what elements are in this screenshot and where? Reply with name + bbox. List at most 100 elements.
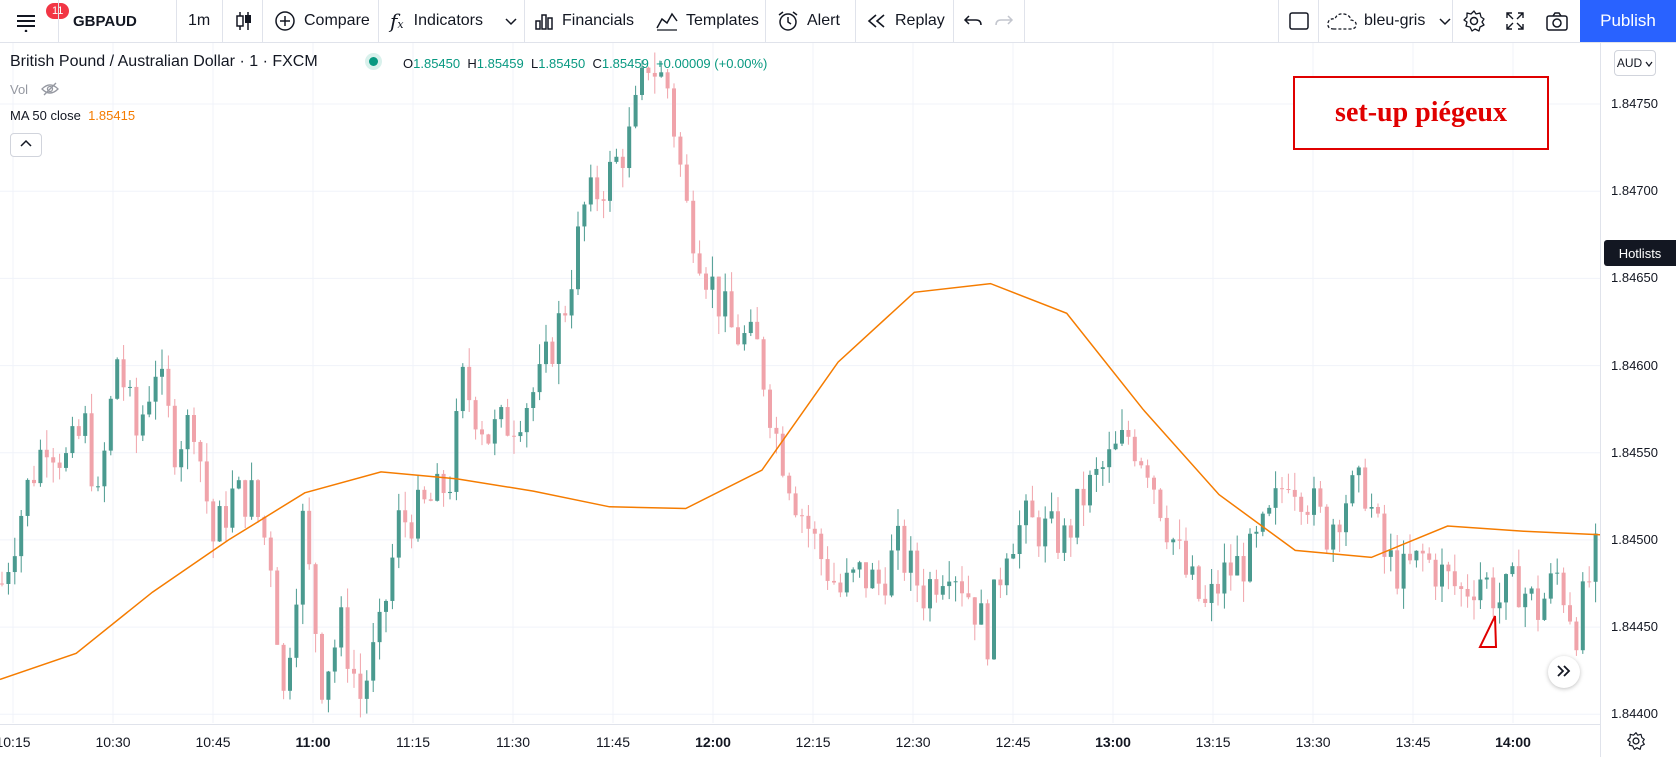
compare-button[interactable]: Compare	[274, 0, 370, 42]
candle-body	[204, 461, 209, 502]
candle-body	[1036, 517, 1041, 547]
candle-body	[934, 579, 939, 595]
settings-button[interactable]	[1462, 0, 1486, 42]
candle-body	[1081, 488, 1086, 506]
candle-body	[0, 583, 4, 585]
candle-body	[1075, 488, 1080, 538]
chart-type-button[interactable]	[234, 0, 254, 42]
publish-button[interactable]: Publish	[1580, 0, 1676, 42]
candle-body	[1561, 572, 1566, 606]
candle-body	[768, 389, 772, 428]
candle-body	[819, 533, 824, 560]
candle-body	[998, 579, 1003, 586]
symbol-legend-title[interactable]: British Pound / Australian Dollar · 1 · …	[10, 53, 318, 70]
templates-button[interactable]: Templates	[656, 0, 759, 42]
candle-body	[1094, 468, 1099, 475]
candle-body	[505, 407, 510, 436]
market-status-dot[interactable]	[369, 57, 378, 66]
candle-body	[544, 341, 548, 365]
candle-body	[512, 435, 516, 437]
candle-body	[953, 581, 958, 583]
candle-body	[377, 611, 382, 643]
candle-body	[115, 359, 120, 399]
candle-body	[422, 489, 427, 500]
volume-legend[interactable]: Vol	[10, 81, 60, 100]
price-axis[interactable]: 1.84750 1.84700 1.84650 1.84600 1.84550 1.845…	[1600, 43, 1676, 757]
plus-circle-icon	[274, 10, 296, 32]
candle-body	[1382, 513, 1387, 557]
menu-button[interactable]: 11	[14, 0, 70, 42]
alert-button[interactable]: Alert	[777, 0, 840, 42]
templates-label: Templates	[686, 12, 759, 29]
interval-button[interactable]: 1m	[188, 12, 211, 29]
candle-body	[652, 72, 657, 77]
indicators-label: Indicators	[413, 12, 483, 29]
candle-body	[1305, 511, 1310, 515]
symbol-search[interactable]: GBPAUD	[73, 12, 137, 30]
hotlists-tab[interactable]: Hotlists	[1604, 240, 1676, 266]
candle-body	[1286, 489, 1291, 491]
eye-hidden-icon[interactable]	[40, 81, 60, 100]
candle-body	[275, 570, 280, 645]
candle-body	[556, 313, 561, 364]
fullscreen-icon	[1504, 10, 1526, 32]
candle-body	[1209, 583, 1214, 603]
candle-body	[224, 506, 228, 528]
candle-body	[1401, 553, 1406, 589]
candle-body	[288, 657, 292, 691]
indicators-dropdown[interactable]	[505, 0, 517, 42]
redo-button[interactable]	[994, 0, 1014, 42]
candle-body	[1414, 550, 1419, 561]
candle-body	[748, 321, 753, 334]
candle-body	[1331, 524, 1336, 550]
candle-body	[128, 386, 132, 388]
fullscreen-button[interactable]	[1504, 0, 1526, 42]
currency-selector[interactable]: AUD	[1614, 50, 1656, 76]
candle-body	[153, 376, 158, 402]
candle-body	[352, 668, 356, 674]
annotation-box[interactable]: set-up piégeux	[1293, 76, 1549, 150]
candle-body	[1241, 556, 1246, 582]
undo-button[interactable]	[963, 0, 983, 42]
time-axis-label: 10:30	[95, 734, 131, 750]
candle-body	[140, 414, 145, 436]
candle-body	[1107, 449, 1112, 468]
time-axis-label: 13:45	[1395, 734, 1431, 750]
scroll-to-realtime-button[interactable]	[1548, 656, 1580, 688]
candle-body	[1260, 513, 1265, 532]
replay-button[interactable]: Replay	[867, 0, 945, 42]
templates-icon	[656, 11, 678, 31]
financials-button[interactable]: Financials	[534, 0, 634, 42]
indicators-button[interactable]: fx Indicators	[390, 0, 483, 42]
axis-settings-button[interactable]	[1626, 731, 1646, 756]
candle-body	[1158, 489, 1163, 518]
ma-legend[interactable]: MA 50 close 1.85415	[10, 108, 136, 123]
snapshot-button[interactable]	[1545, 0, 1569, 42]
candle-body	[1171, 539, 1176, 543]
candle-body	[192, 415, 196, 442]
candle-body	[364, 680, 369, 699]
candle-body	[780, 433, 785, 476]
candle-body	[729, 291, 734, 328]
candle-body	[76, 426, 81, 436]
time-axis-label: 12:00	[695, 734, 731, 750]
candle-body	[1056, 511, 1060, 553]
collapse-legend-button[interactable]	[10, 133, 42, 157]
candle-body	[492, 419, 497, 444]
candle-body	[1152, 477, 1156, 490]
candle-body	[947, 581, 952, 587]
candle-body	[1049, 511, 1054, 519]
candle-body	[179, 449, 184, 468]
candles-icon	[234, 10, 254, 32]
time-axis-label: 14:00	[1495, 734, 1531, 750]
layout-toggle-button[interactable]	[1288, 0, 1310, 42]
candle-body	[1363, 467, 1368, 509]
candle-body	[1177, 539, 1182, 541]
time-axis[interactable]: 10:15 10:30 10:45 11:00 11:15 11:30 11:45 12:00…	[0, 724, 1600, 758]
chart-pane[interactable]	[0, 43, 1601, 723]
candle-body	[844, 572, 849, 593]
candle-body	[1190, 566, 1195, 575]
layout-name-button[interactable]: bleu-gris	[1326, 0, 1451, 42]
candle-body	[1516, 566, 1521, 608]
candle-body	[1587, 581, 1592, 583]
